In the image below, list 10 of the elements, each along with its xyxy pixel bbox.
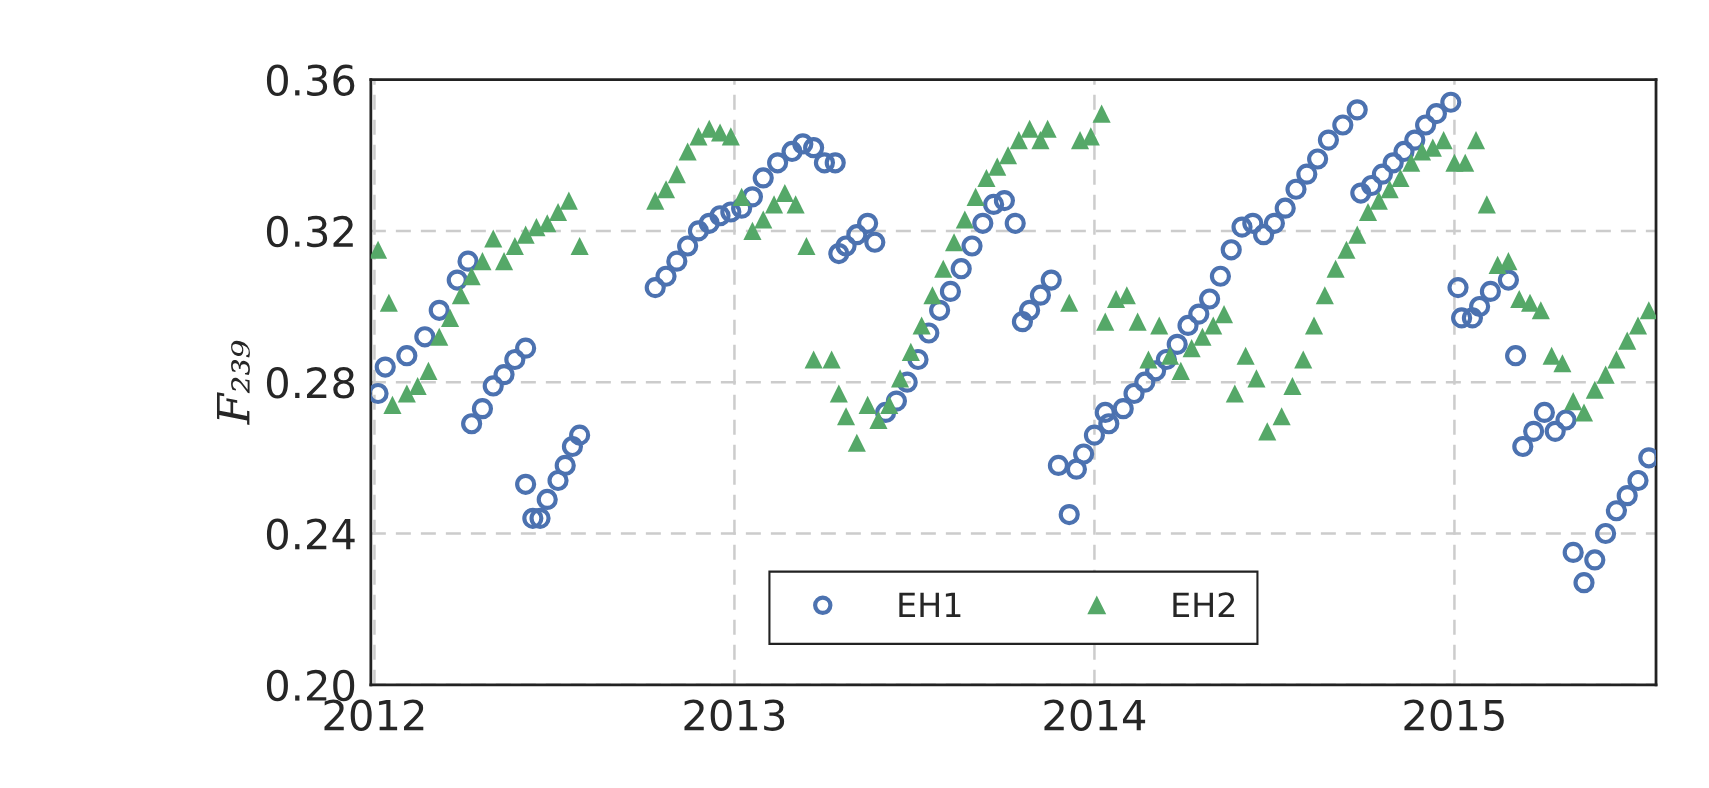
x-tick-label: 2013: [684, 699, 785, 731]
y-tick-label: 0.32: [266, 215, 353, 248]
x-tick-label: 2015: [1404, 699, 1504, 731]
y-tick-label: 0.24: [266, 518, 355, 550]
y-axis-title: F₂₃₉: [216, 340, 250, 425]
legend-label: EH1: [899, 592, 961, 617]
y-tick-label: 0.36: [266, 64, 355, 97]
legend-label: EH2: [1173, 592, 1235, 617]
y-tick-label: 0.28: [266, 367, 355, 399]
x-tick-label: 2014: [1044, 699, 1146, 731]
